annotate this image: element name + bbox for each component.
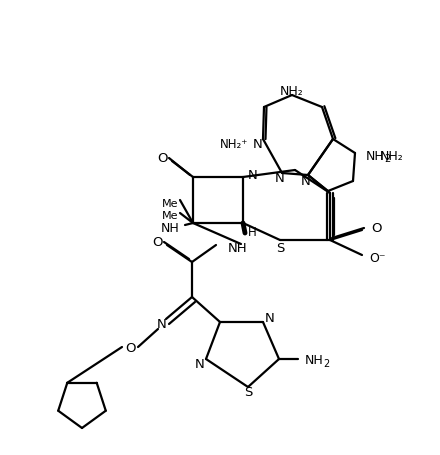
- Text: Me: Me: [161, 198, 178, 208]
- Text: 2: 2: [384, 154, 390, 164]
- Text: NH: NH: [228, 241, 248, 254]
- Text: S: S: [244, 386, 252, 399]
- Text: N: N: [195, 358, 205, 371]
- Text: H: H: [248, 225, 257, 238]
- Text: N: N: [301, 174, 311, 187]
- Text: N: N: [157, 317, 167, 330]
- Text: 2: 2: [323, 358, 329, 368]
- Text: O: O: [371, 221, 381, 234]
- Text: NH₂: NH₂: [380, 149, 404, 162]
- Text: N: N: [253, 137, 263, 150]
- Text: NH₂⁺: NH₂⁺: [220, 137, 248, 150]
- Text: N: N: [248, 168, 258, 181]
- Text: NH: NH: [305, 354, 324, 367]
- Text: S: S: [276, 241, 284, 254]
- Text: O: O: [158, 151, 168, 164]
- Text: NH: NH: [366, 149, 385, 162]
- Text: Me: Me: [161, 211, 178, 221]
- Text: O: O: [152, 236, 162, 249]
- Text: N: N: [265, 312, 275, 325]
- Text: O: O: [125, 341, 135, 354]
- Text: NH: NH: [161, 221, 180, 234]
- Text: NH₂: NH₂: [280, 84, 304, 97]
- Text: N: N: [275, 171, 285, 184]
- Text: O⁻: O⁻: [369, 252, 385, 265]
